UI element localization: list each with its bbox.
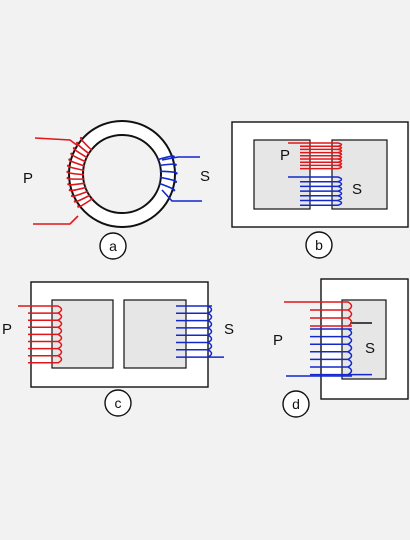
caption-circle-b [305,231,333,259]
primary-winding-b [288,142,343,170]
toroid-core-inner [82,134,162,214]
diagram-a: P S a [23,120,210,260]
primary-turn [68,186,87,192]
caption-circle-c [104,389,132,417]
secondary-turn [159,176,178,184]
primary-label-d: P [273,332,283,349]
secondary-leads-a [161,156,202,202]
secondary-coil [288,176,343,206]
core-window-left-c [51,299,114,369]
primary-coil [284,301,353,327]
secondary-label-d: S [365,340,375,357]
primary-winding-c [18,305,63,364]
secondary-turn [159,170,178,175]
primary-turn [70,152,87,163]
primary-turn [72,146,89,159]
secondary-turn [158,163,177,167]
secondary-winding-b [288,176,343,206]
secondary-label-b: S [352,181,362,198]
primary-coil [18,305,63,364]
primary-turn [66,164,85,172]
caption-circle-a [99,232,127,260]
diagram-b: P S b [231,121,409,259]
primary-coil [288,142,343,170]
secondary-turn [156,155,175,161]
secondary-turn [158,182,176,192]
diagram-c: P S c [2,281,234,417]
primary-winding-d [284,301,353,327]
secondary-label-c: S [224,321,234,338]
caption-d: d [292,396,300,412]
secondary-coil [310,328,372,376]
core-window-left-b [253,139,311,210]
secondary-coil [176,305,224,358]
primary-turn [77,197,94,208]
primary-label-b: P [280,147,290,164]
core-window-right-c [123,299,187,369]
primary-leads-a [33,137,79,225]
primary-turn [66,170,85,176]
primary-label-c: P [2,321,12,338]
secondary-winding-a [156,155,178,192]
caption-a: a [109,238,117,254]
caption-circle-d [282,390,310,418]
secondary-winding-d [286,328,372,377]
primary-winding-a [66,136,94,208]
primary-turn [79,136,93,152]
primary-turn [66,176,85,180]
secondary-label-a: S [200,168,210,185]
secondary-winding-c [176,305,224,358]
primary-turn [68,158,86,167]
primary-label-a: P [23,170,33,187]
primary-turn [70,190,89,198]
caption-b: b [315,237,323,253]
primary-turn [73,194,91,203]
primary-turn [75,141,91,155]
diagram-d: P S d [273,278,409,418]
primary-turn [67,182,86,186]
caption-c: c [115,395,122,411]
